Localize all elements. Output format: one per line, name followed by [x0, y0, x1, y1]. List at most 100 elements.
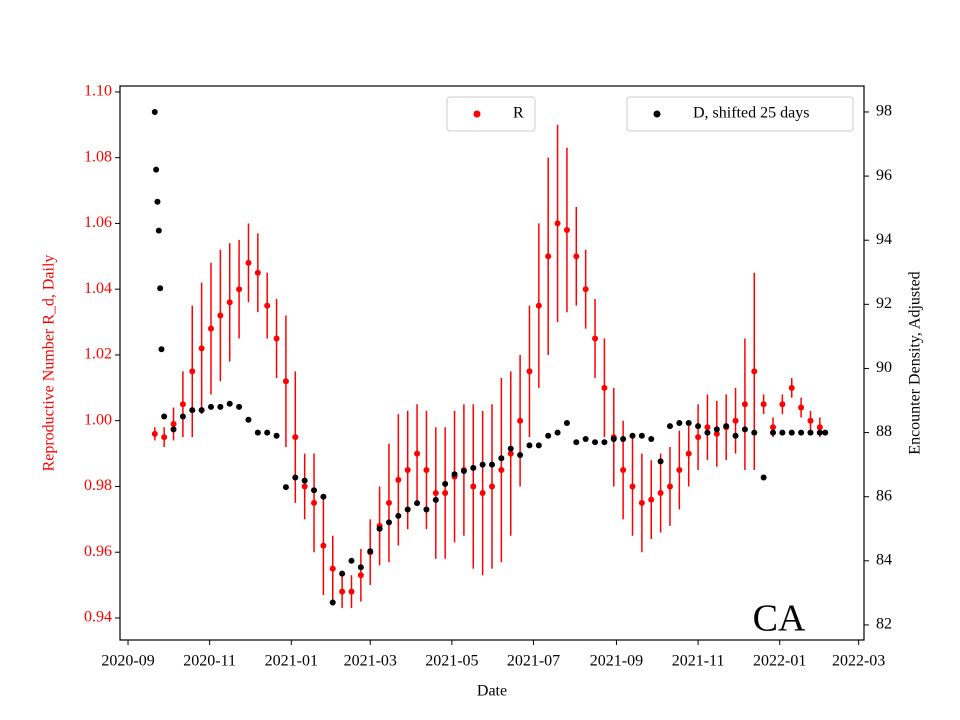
data-point — [245, 416, 252, 423]
data-point — [517, 417, 524, 424]
data-point — [154, 198, 161, 205]
data-point — [189, 368, 196, 375]
data-point — [273, 335, 280, 342]
data-point — [620, 435, 627, 442]
data-point — [666, 483, 673, 490]
data-point — [788, 429, 795, 436]
data-point — [816, 424, 823, 431]
data-point — [357, 572, 364, 579]
data-point — [207, 325, 214, 332]
data-point — [254, 429, 261, 436]
data-point — [451, 471, 458, 478]
data-point — [517, 452, 524, 459]
data-point — [292, 474, 299, 481]
data-point — [161, 434, 168, 441]
data-point — [470, 464, 477, 471]
data-point — [158, 346, 165, 353]
data-point — [554, 220, 561, 227]
data-point — [198, 407, 205, 414]
data-point — [179, 401, 186, 408]
data-point — [610, 435, 617, 442]
data-point — [666, 423, 673, 430]
data-point — [207, 403, 214, 410]
data-point — [638, 499, 645, 506]
data-point — [161, 413, 168, 420]
data-point — [151, 430, 158, 437]
data-point — [329, 565, 336, 572]
data-point — [620, 467, 627, 474]
data-point — [348, 557, 355, 564]
data-point — [798, 429, 805, 436]
data-point — [741, 401, 748, 408]
data-point — [507, 450, 514, 457]
y2-tick-label: 88 — [876, 423, 892, 440]
data-point — [563, 227, 570, 234]
x-tick-label: 2021-09 — [590, 653, 643, 670]
data-point — [816, 429, 823, 436]
data-point — [732, 417, 739, 424]
data-point — [236, 403, 243, 410]
data-point — [732, 432, 739, 439]
data-point — [385, 499, 392, 506]
data-point — [282, 378, 289, 385]
data-point — [189, 407, 196, 414]
data-point — [779, 429, 786, 436]
legend-label: R — [513, 105, 524, 122]
data-point — [498, 467, 505, 474]
data-point — [385, 519, 392, 526]
data-point — [153, 166, 160, 173]
data-point — [217, 403, 224, 410]
y2-tick-label: 84 — [876, 551, 892, 568]
data-point — [563, 419, 570, 426]
data-point — [573, 253, 580, 260]
annotation: CA — [753, 598, 806, 640]
plot-frame — [119, 85, 865, 641]
data-point — [442, 480, 449, 487]
data-point — [657, 490, 664, 497]
data-point — [554, 429, 561, 436]
data-point — [404, 467, 411, 474]
data-point — [822, 429, 829, 436]
legend-marker — [473, 110, 481, 118]
data-point — [155, 227, 162, 234]
data-point — [339, 570, 346, 577]
data-point — [592, 335, 599, 342]
x-tick-label: 2020-09 — [101, 653, 154, 670]
data-point — [414, 500, 421, 507]
data-point — [157, 285, 164, 292]
y-tick-label: 1.10 — [84, 83, 112, 100]
data-point — [535, 442, 542, 449]
data-point — [423, 506, 430, 513]
data-point — [348, 588, 355, 595]
data-point — [695, 434, 702, 441]
y-tick-label: 0.98 — [84, 477, 112, 494]
data-point — [301, 477, 308, 484]
data-point — [414, 450, 421, 457]
data-point — [629, 483, 636, 490]
data-point — [170, 420, 177, 427]
data-point — [395, 512, 402, 519]
data-point — [395, 476, 402, 483]
data-point — [423, 467, 430, 474]
y2-tick-label: 92 — [876, 295, 892, 312]
data-point — [601, 439, 608, 446]
data-point — [179, 413, 186, 420]
y2-axis-label: Encounter Density, Adjusted — [907, 271, 924, 454]
data-point — [573, 439, 580, 446]
data-point — [751, 429, 758, 436]
data-point — [479, 490, 486, 497]
data-point — [489, 461, 495, 468]
data-point — [723, 423, 730, 430]
data-point — [226, 400, 233, 407]
y2-tick-label: 94 — [876, 231, 892, 248]
data-point — [676, 467, 683, 474]
data-point — [648, 496, 655, 503]
data-point — [638, 432, 645, 439]
x-tick-label: 2020-11 — [183, 653, 236, 670]
data-point — [770, 424, 777, 431]
data-point — [170, 426, 177, 433]
data-point — [236, 286, 243, 293]
data-point — [301, 483, 308, 490]
data-point — [760, 401, 767, 408]
data-point — [460, 468, 467, 475]
